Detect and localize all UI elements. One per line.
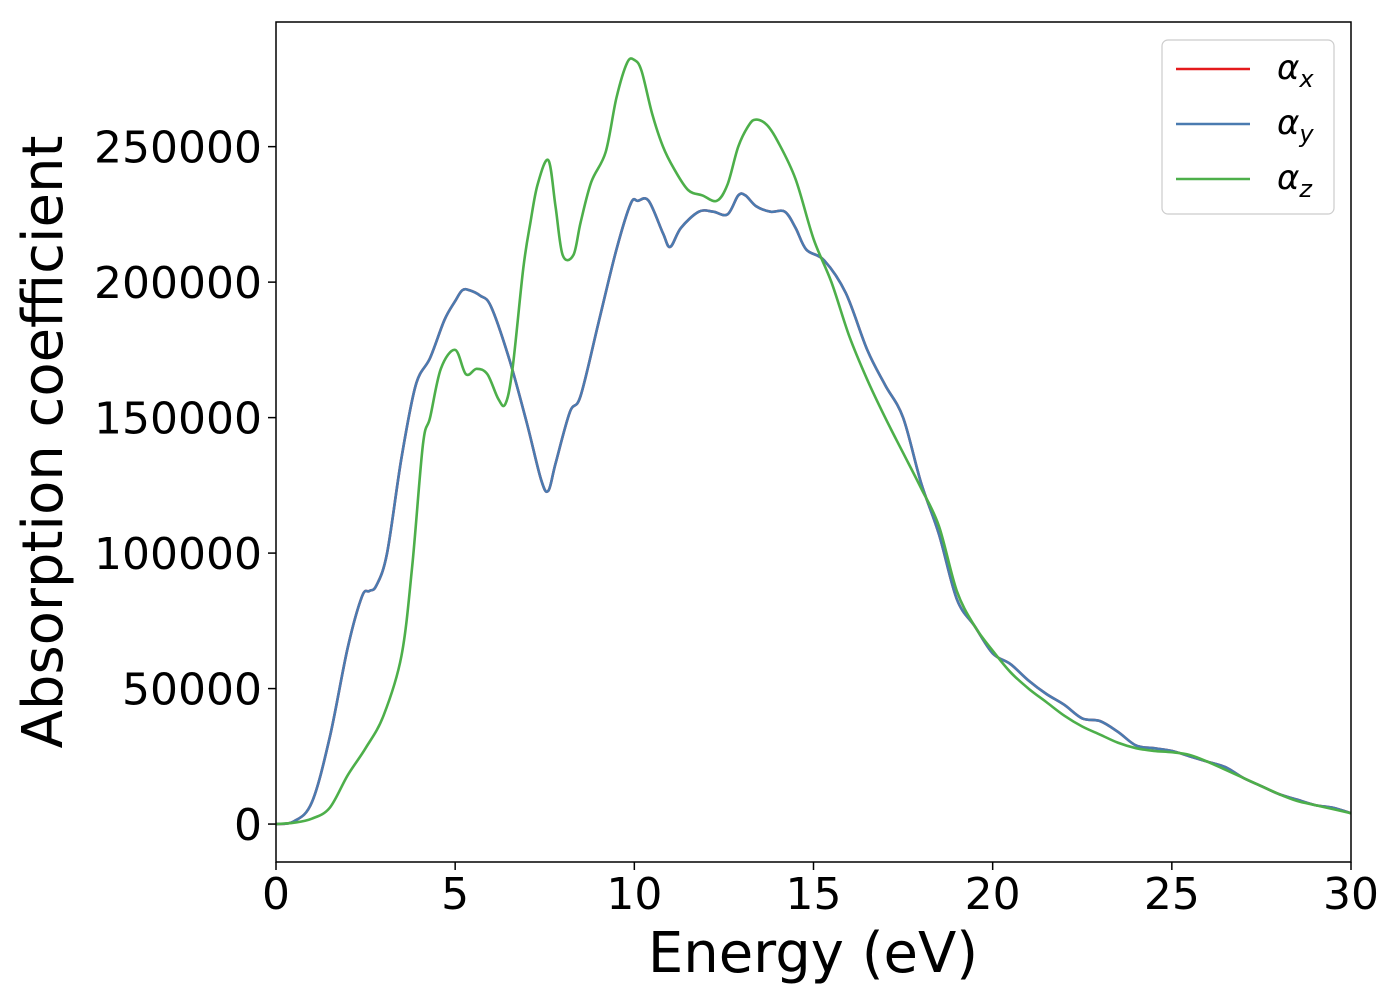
x-tick-label: 25 bbox=[1144, 869, 1200, 920]
y-tick-label: 100000 bbox=[94, 529, 262, 580]
y-tick-label: 150000 bbox=[94, 394, 262, 445]
legend-subscript: z bbox=[1298, 175, 1313, 203]
x-axis: 0 5 10 15 20 25 30 bbox=[262, 862, 1379, 920]
legend-box bbox=[1161, 39, 1335, 215]
x-tick-label: 0 bbox=[262, 869, 290, 920]
x-tick-label: 15 bbox=[786, 869, 842, 920]
y-axis: 0 50000 100000 150000 200000 250000 bbox=[94, 123, 276, 851]
series-line-x bbox=[275, 192, 1352, 826]
series-lines bbox=[275, 57, 1352, 826]
legend-subscript: x bbox=[1298, 65, 1314, 93]
x-tick-label: 20 bbox=[965, 869, 1021, 920]
series-line-y bbox=[275, 192, 1352, 826]
y-tick-label: 250000 bbox=[94, 123, 262, 174]
legend-subscript: y bbox=[1298, 120, 1314, 148]
x-tick-label: 30 bbox=[1323, 869, 1379, 920]
x-tick-label: 10 bbox=[606, 869, 662, 920]
y-tick-label: 200000 bbox=[94, 258, 262, 309]
y-axis-title: Absorption coefficient bbox=[11, 136, 76, 749]
y-tick-label: 50000 bbox=[122, 665, 262, 716]
series-line-z bbox=[275, 57, 1352, 826]
x-axis-title: Energy (eV) bbox=[648, 921, 978, 986]
x-tick-label: 5 bbox=[441, 869, 469, 920]
y-tick-label: 0 bbox=[234, 800, 262, 851]
